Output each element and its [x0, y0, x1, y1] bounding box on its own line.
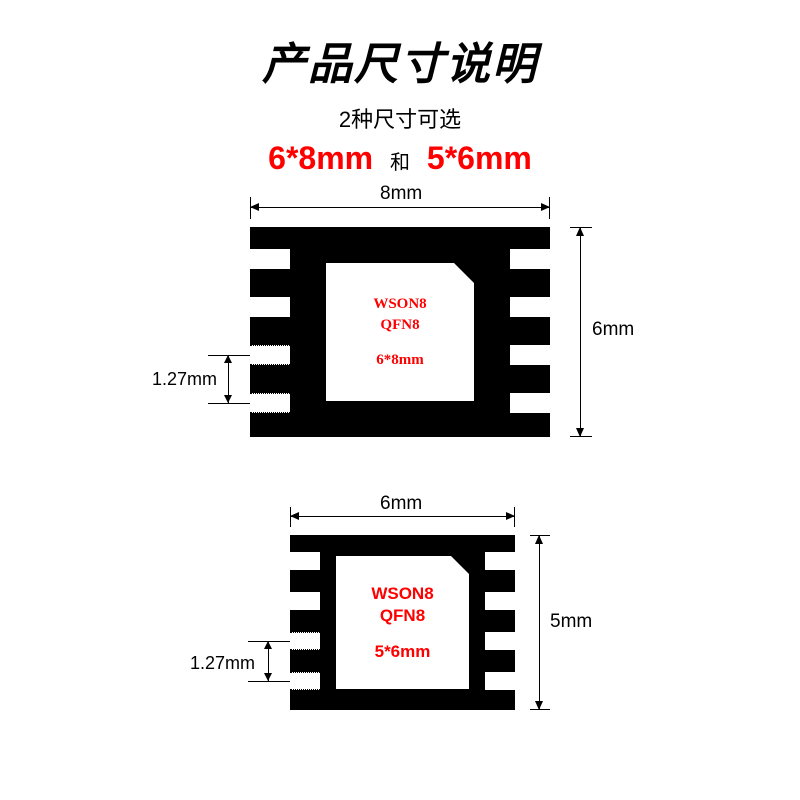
pin-left: [290, 552, 320, 570]
chip-large-height-label: 6mm: [592, 319, 634, 341]
pin-left: [290, 672, 320, 690]
pin-left: [250, 393, 290, 413]
pin-left: [250, 345, 290, 365]
pin-right: [485, 632, 515, 650]
pin-left: [250, 249, 290, 269]
pad-line3: 6*8mm: [376, 352, 424, 369]
pad-line1: WSON8: [373, 296, 426, 313]
pad-line2: QFN8: [380, 606, 425, 626]
pin-right: [485, 552, 515, 570]
and-text: 和: [390, 152, 410, 174]
pin-right: [510, 345, 550, 365]
pin-right: [510, 249, 550, 269]
pin-left: [290, 592, 320, 610]
pad-notch-icon: [453, 262, 475, 284]
pad-line2: QFN8: [380, 317, 419, 334]
pin-left: [290, 632, 320, 650]
pad-notch-icon: [450, 555, 470, 575]
size-options: 6*8mm 和 5*6mm: [0, 140, 800, 177]
pad-line1: WSON8: [371, 584, 433, 604]
pin-right: [485, 592, 515, 610]
chip-small-width-label: 6mm: [380, 493, 422, 515]
chip-small-pitch-label: 1.27mm: [190, 653, 255, 674]
pin-right: [510, 393, 550, 413]
chip-large-wrap: 8mm WSON8 QFN8 6*8mm 6mm 1.27mm: [200, 197, 640, 487]
chip-large-width-label: 8mm: [380, 183, 422, 205]
subtitle: 2种尺寸可选: [0, 102, 800, 134]
pin-right: [485, 672, 515, 690]
chip-large-pad: WSON8 QFN8 6*8mm: [325, 262, 475, 402]
chip-large-pitch-label: 1.27mm: [152, 369, 217, 390]
chip-small-height-label: 5mm: [550, 611, 592, 633]
pin-right: [510, 297, 550, 317]
size-option-1: 6*8mm: [268, 140, 373, 176]
page-title: 产品尺寸说明: [0, 0, 800, 92]
pin-left: [250, 297, 290, 317]
chip-small-wrap: 6mm WSON8 QFN8 5*6mm 5mm 1.27mm: [230, 507, 610, 767]
pad-line3: 5*6mm: [375, 642, 431, 662]
chip-small-pad: WSON8 QFN8 5*6mm: [335, 555, 470, 690]
size-option-2: 5*6mm: [427, 140, 532, 176]
